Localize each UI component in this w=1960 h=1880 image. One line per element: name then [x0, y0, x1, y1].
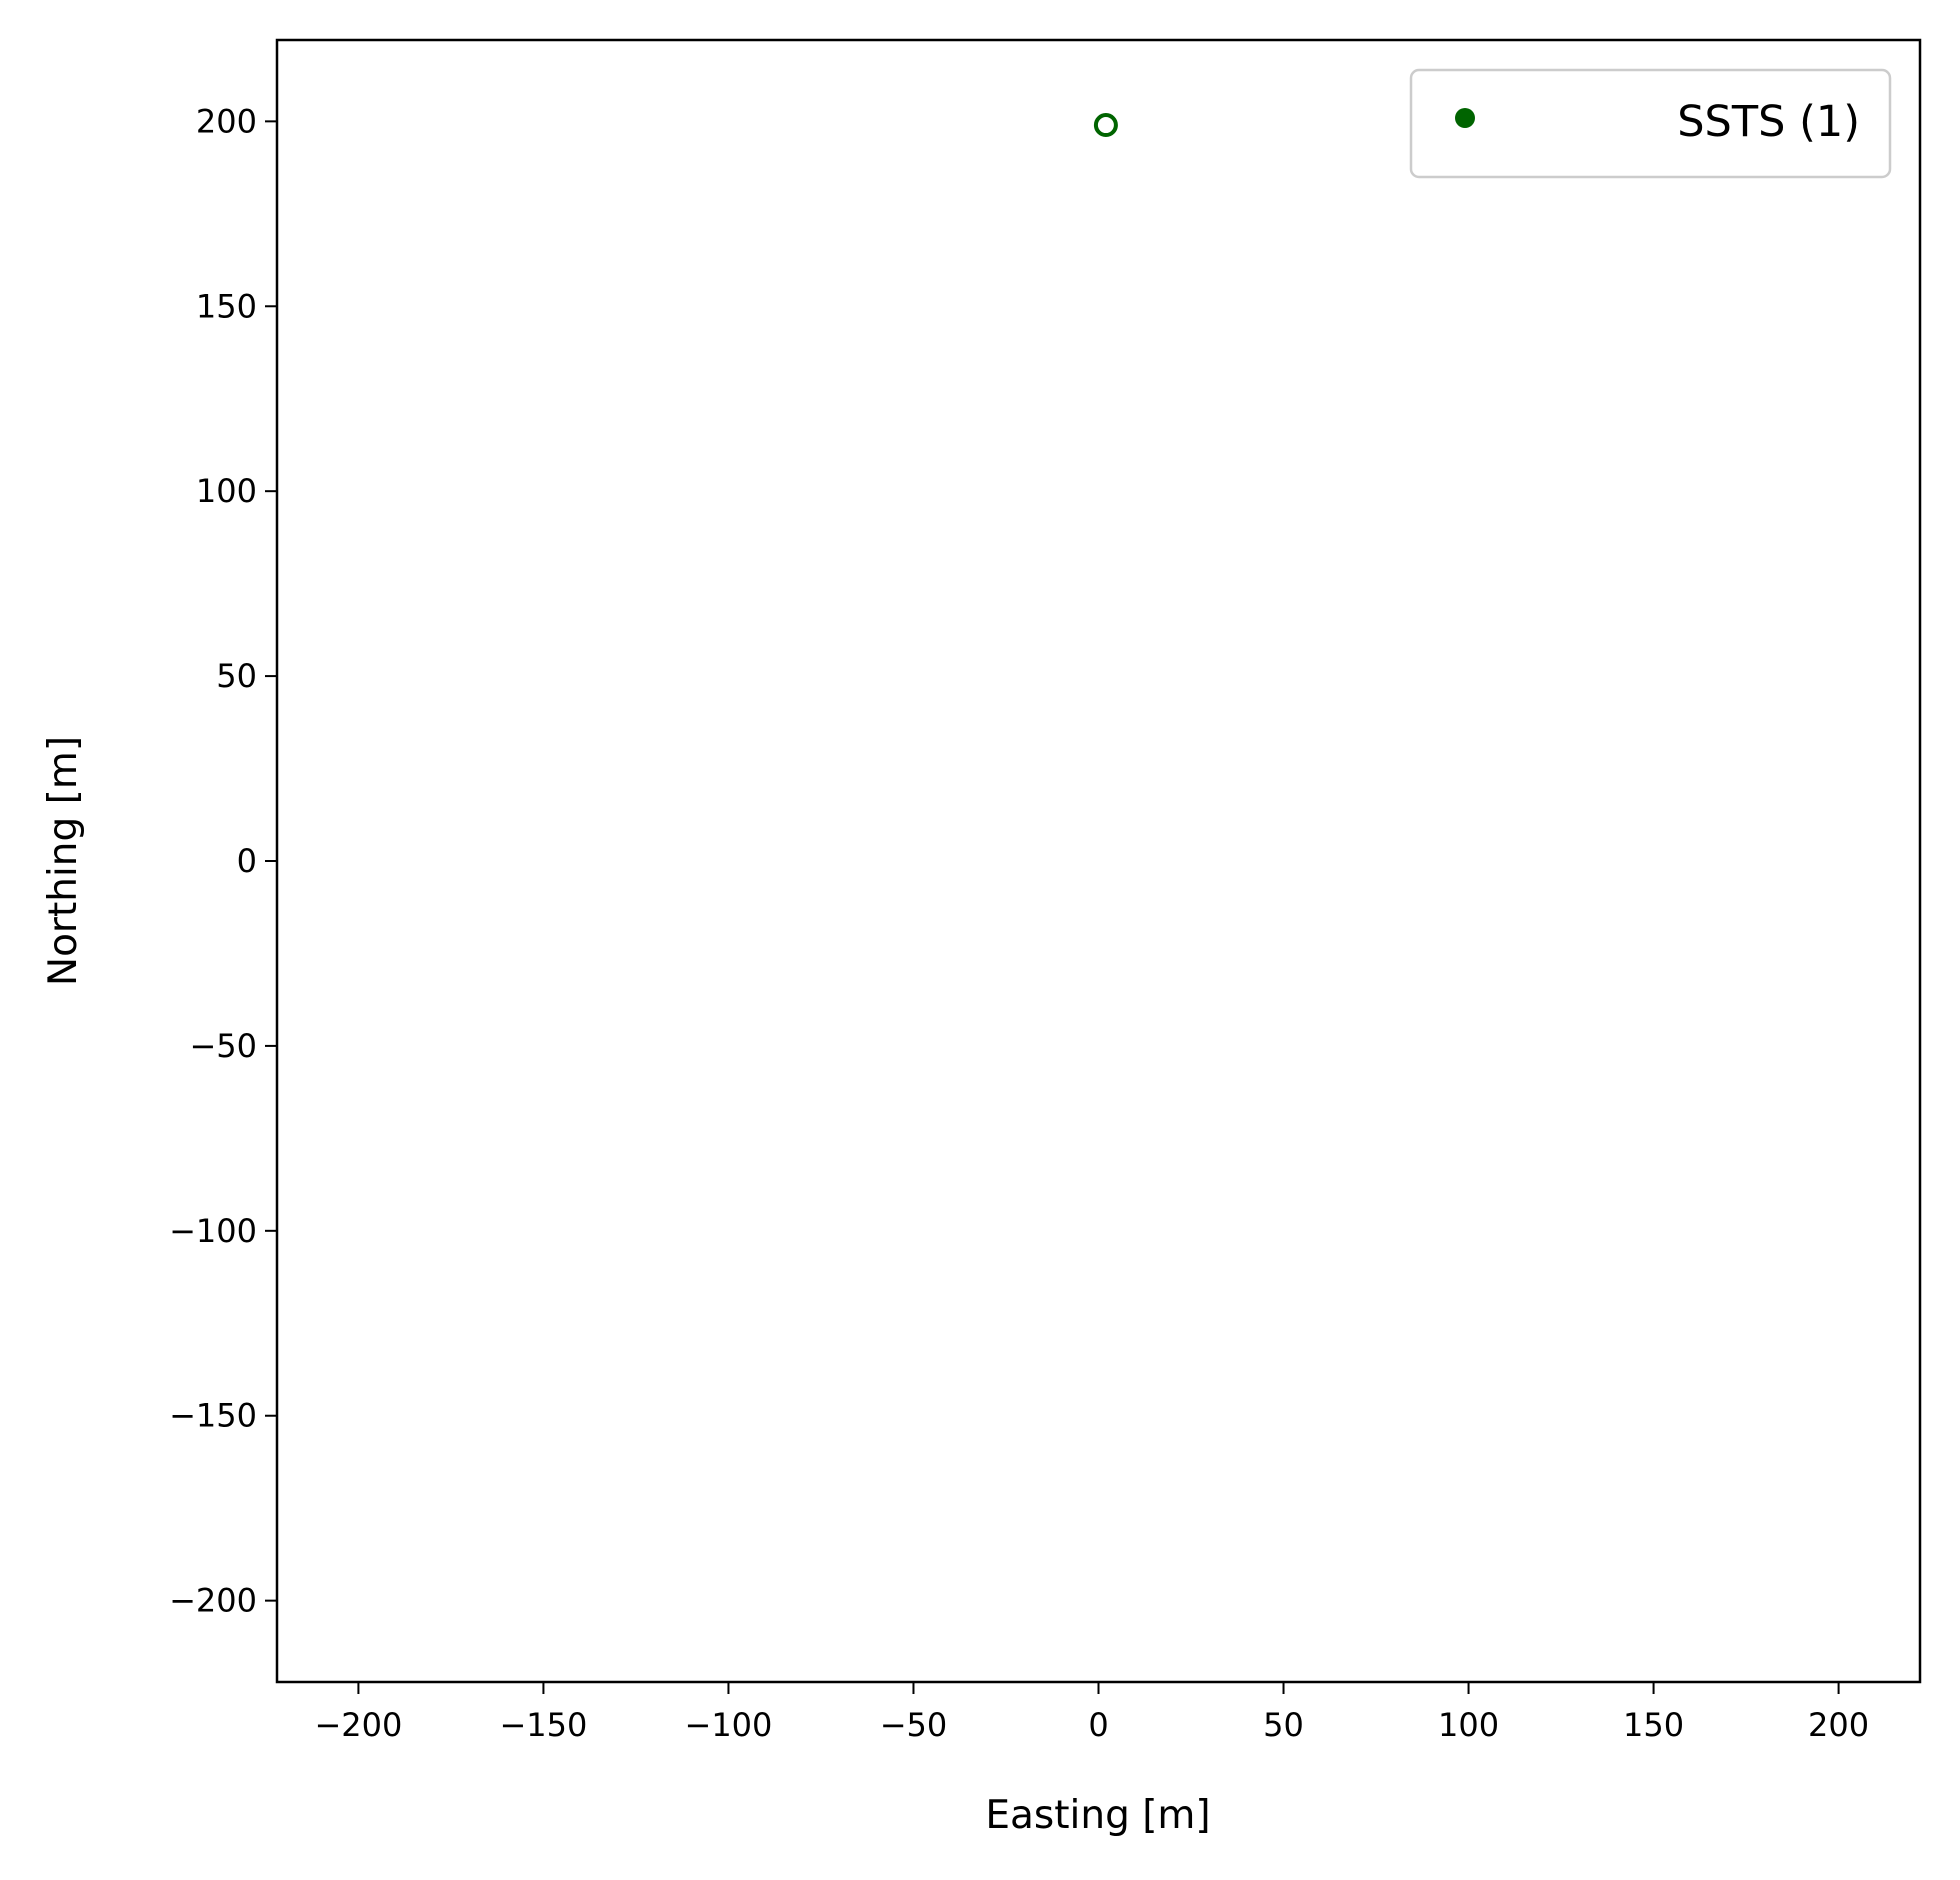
y-tick-label: 50	[216, 657, 257, 695]
x-axis-label: Easting [m]	[985, 1793, 1210, 1838]
x-tick-label: −150	[499, 1706, 587, 1744]
x-tick-label: −100	[685, 1706, 773, 1744]
y-axis-label: Northing [m]	[41, 736, 86, 986]
y-tick-label: 150	[196, 287, 257, 325]
x-tick-label: 200	[1808, 1706, 1869, 1744]
y-tick-label: 100	[196, 472, 257, 510]
legend-box	[1409, 68, 1892, 179]
x-tick-label: 150	[1623, 1706, 1684, 1744]
legend-label-ssts: SSTS (1)	[1677, 97, 1860, 147]
y-tick-label: −200	[169, 1582, 257, 1620]
y-tick-label: −100	[169, 1212, 257, 1250]
legend: SSTS (1)	[1409, 68, 1892, 179]
y-tick-label: −50	[189, 1027, 257, 1065]
y-tick-label: −150	[169, 1397, 257, 1435]
y-tick-label: 200	[196, 102, 257, 140]
y-ticks: −200 −150 −100 −50 0 50 100 150 200	[169, 102, 277, 1620]
x-tick-label: 100	[1438, 1706, 1499, 1744]
y-tick-label: 0	[237, 842, 257, 880]
x-tick-label: 50	[1263, 1706, 1304, 1744]
data-point	[1093, 113, 1118, 138]
x-tick-label: −50	[880, 1706, 948, 1744]
x-tick-label: 0	[1088, 1706, 1108, 1744]
x-tick-label: −200	[314, 1706, 402, 1744]
plot-area	[277, 40, 1920, 1682]
plot-frame	[275, 38, 1922, 1684]
data-points	[1093, 113, 1118, 138]
legend-marker-circle-icon	[1455, 108, 1475, 128]
x-ticks: −200 −150 −100 −50 0 50 100 150 200	[314, 1682, 1869, 1744]
